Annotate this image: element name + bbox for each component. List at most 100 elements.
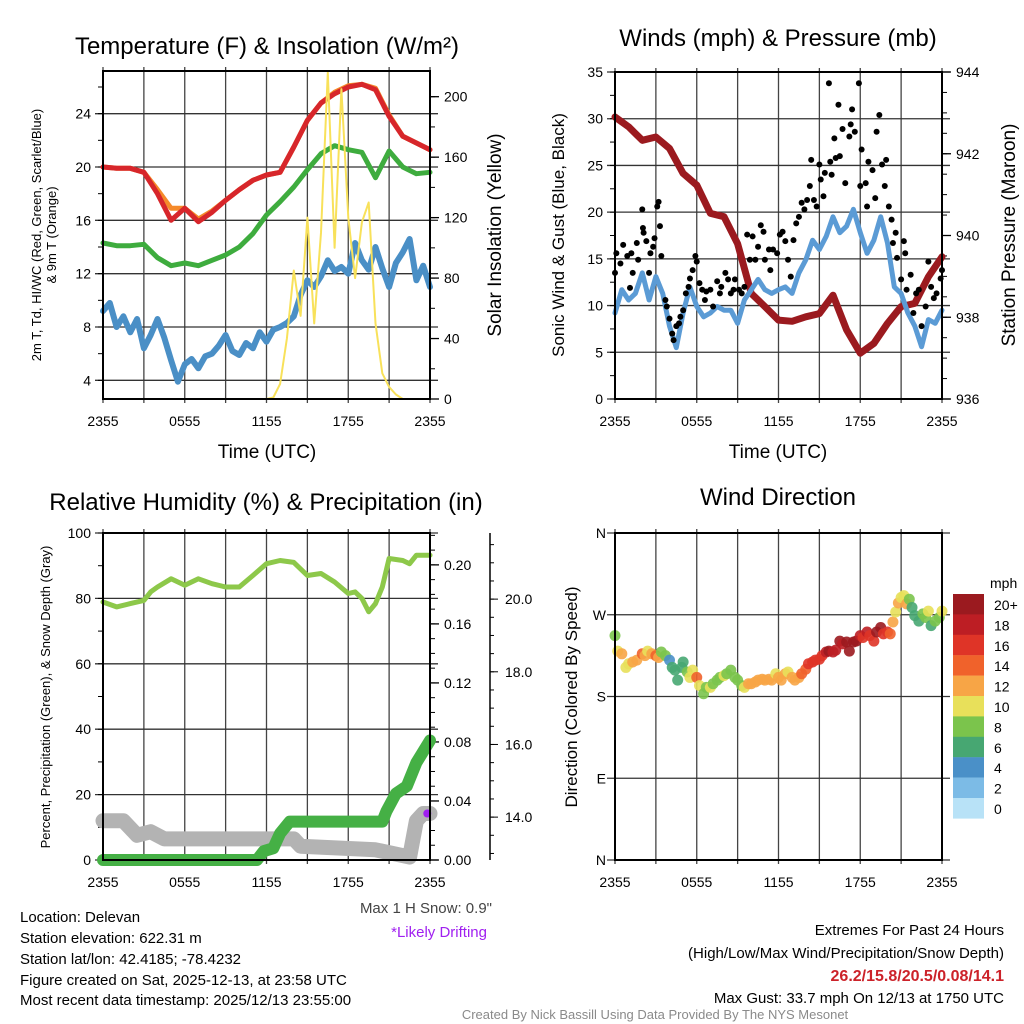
plot-frame xyxy=(102,70,431,400)
gust-point xyxy=(813,203,820,210)
y-tick-label: 20 xyxy=(75,159,91,175)
wind-direction-point xyxy=(887,616,899,628)
gust-point xyxy=(790,237,797,244)
winds-y-label: Sonic Wind & Gust (Blue, Black) xyxy=(549,113,568,357)
gust-point xyxy=(839,125,846,132)
gust-point xyxy=(666,315,673,322)
gust-point xyxy=(855,80,862,87)
pressure-y-label: Station Pressure (Maroon) xyxy=(999,124,1020,347)
y-tick-label: 100 xyxy=(68,525,92,541)
gust-point xyxy=(842,180,849,187)
gust-point xyxy=(749,233,756,240)
gust-point xyxy=(862,180,869,187)
gust-point xyxy=(910,310,917,317)
y-tick-label: 8 xyxy=(83,319,91,335)
humidity-y-label: Percent, Precipitation (Green), & Snow D… xyxy=(38,546,53,849)
x-tick-label: 2355 xyxy=(926,874,957,890)
wind-direction-point xyxy=(868,635,880,647)
y-tick-label: 5 xyxy=(595,344,603,360)
gust-point xyxy=(650,243,657,250)
gust-point xyxy=(718,283,725,290)
y-tick-label: 0 xyxy=(595,391,603,407)
gust-point xyxy=(714,278,721,285)
y-tick-label: 30 xyxy=(587,111,603,127)
gust-point xyxy=(779,228,786,235)
gust-point xyxy=(767,267,774,274)
y-tick-label: N xyxy=(596,852,606,868)
gust-point xyxy=(915,286,922,293)
gust-point xyxy=(669,330,676,337)
gust-point xyxy=(930,295,937,302)
legend-swatch xyxy=(953,777,984,799)
station-location: Location: Delevan xyxy=(20,909,140,926)
gust-point xyxy=(801,206,808,213)
legend-label: 2 xyxy=(994,781,1002,797)
extremes-values: 26.2/15.8/20.5/0.08/14.1 xyxy=(831,968,1005,985)
plot-frame xyxy=(614,71,943,400)
snow-axis-tick-label: 18.0 xyxy=(505,664,532,680)
gust-point xyxy=(851,128,858,135)
wind-direction-y-label: Direction (Colored By Speed) xyxy=(562,586,581,807)
relative-humidity-line xyxy=(100,552,433,615)
right-y-tick-label: 120 xyxy=(444,210,468,226)
wind-direction-point xyxy=(884,628,896,640)
right-y-tick-label: 0.20 xyxy=(444,557,471,573)
winds-x-label: Time (UTC) xyxy=(729,442,828,463)
data-timestamp: Most recent data timestamp: 2025/12/13 2… xyxy=(20,992,351,1009)
right-y-tick-label: 0.16 xyxy=(444,616,471,632)
wind-direction-point xyxy=(890,606,902,618)
gust-point xyxy=(873,128,880,135)
gust-point xyxy=(716,290,723,297)
chart-2: 0 20 40 60 80 100 0.00 0.04 0.08 0.12 0.16 0.20 14.0… xyxy=(68,525,533,890)
y-tick-label: 24 xyxy=(75,106,91,122)
station-elevation: Station elevation: 622.31 m xyxy=(20,930,202,947)
temperature-x-label: Time (UTC) xyxy=(218,442,317,463)
plot-frame xyxy=(614,532,943,861)
x-tick-label: 1155 xyxy=(251,874,281,890)
gust-point xyxy=(876,111,883,118)
gust-point xyxy=(639,225,646,232)
gust-point xyxy=(701,296,708,303)
y-tick-label: W xyxy=(593,607,607,623)
gust-point xyxy=(846,133,853,140)
gust-point xyxy=(888,216,895,223)
legend-swatch xyxy=(953,594,984,615)
right-y-tick-label: 160 xyxy=(444,149,468,165)
humidity-chart-title: Relative Humidity (%) & Precipitation (i… xyxy=(49,489,482,516)
gust-point xyxy=(626,284,633,291)
legend-swatch xyxy=(953,614,984,635)
gust-point xyxy=(869,167,876,174)
legend-label: 6 xyxy=(994,740,1002,756)
gust-point xyxy=(798,199,805,206)
gust-point xyxy=(696,280,703,287)
y-tick-label: 10 xyxy=(587,298,603,314)
gust-point xyxy=(806,182,813,189)
gust-point xyxy=(831,135,838,142)
gust-point xyxy=(662,296,669,303)
right-y-tick-label: 944 xyxy=(956,64,980,80)
y-tick-label: S xyxy=(597,689,606,705)
x-tick-label: 0555 xyxy=(681,413,712,429)
gust-point xyxy=(693,258,700,265)
gust-point xyxy=(620,241,627,248)
gust-point xyxy=(810,196,817,203)
gust-point xyxy=(785,256,792,263)
gust-point xyxy=(898,276,905,283)
gust-point xyxy=(922,303,929,310)
x-tick-label: 1155 xyxy=(251,413,281,429)
snow-axis-tick-label: 20.0 xyxy=(505,591,532,607)
extremes-heading: Extremes For Past 24 Hours xyxy=(815,922,1004,939)
y-tick-label: E xyxy=(597,770,606,786)
winds-chart-title: Winds (mph) & Pressure (mb) xyxy=(619,25,936,52)
gust-point xyxy=(900,238,907,245)
y-tick-label: 12 xyxy=(75,266,91,282)
precipitation-line xyxy=(97,734,436,866)
x-tick-label: 2355 xyxy=(87,413,118,429)
snow-depth-line xyxy=(95,806,438,865)
gust-point xyxy=(647,250,654,257)
figure-created: Figure created on Sat, 2025-12-13, at 23… xyxy=(20,972,347,989)
gust-point xyxy=(656,223,663,230)
legend-title: mph xyxy=(990,575,1017,591)
x-tick-label: 2355 xyxy=(414,874,445,890)
gust-point xyxy=(835,101,842,108)
